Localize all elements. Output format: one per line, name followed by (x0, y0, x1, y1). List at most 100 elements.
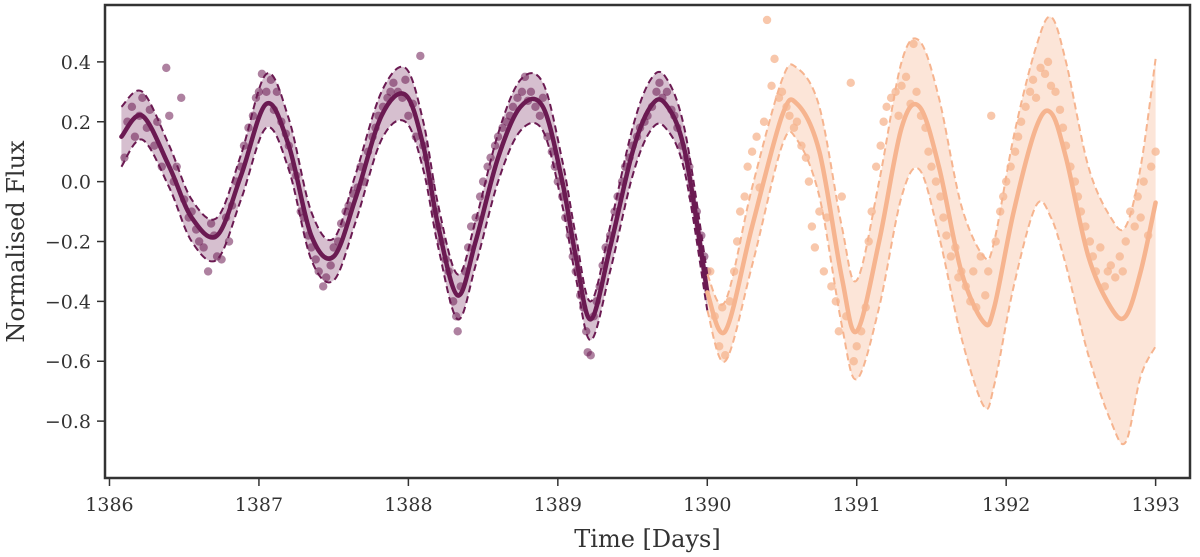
prediction-data-point (894, 111, 903, 120)
prediction-data-point (1013, 132, 1023, 141)
y-tick-label: −0.2 (45, 232, 91, 254)
training-data-point (526, 87, 536, 97)
prediction-data-point (901, 72, 911, 82)
y-tick-label: 0.4 (61, 52, 91, 74)
prediction-data-point (770, 54, 779, 64)
training-data-point (165, 111, 174, 120)
prediction-data-point (1139, 177, 1148, 186)
prediction-data-point (969, 267, 978, 276)
prediction-data-point (936, 192, 945, 201)
training-data-point (401, 75, 410, 85)
prediction-data-point (1085, 237, 1095, 246)
training-lower-bound (120, 119, 709, 342)
prediction-data-point (822, 213, 832, 222)
training-data-point (127, 102, 137, 111)
prediction-data-point (762, 15, 772, 25)
prediction-data-point (1106, 261, 1115, 270)
prediction-data-point (981, 291, 990, 300)
prediction-data-point (879, 117, 888, 126)
prediction-data-point (912, 87, 921, 97)
prediction-data-point (987, 111, 996, 120)
training-data-point (655, 78, 664, 88)
prediction-data-point (1136, 213, 1145, 222)
training-data-point (404, 111, 413, 120)
training-data-point (586, 351, 595, 360)
training-data-point (162, 63, 171, 73)
y-axis-label: Normalised Flux (2, 140, 30, 343)
training-data-point (318, 282, 328, 291)
prediction-data-point (1118, 267, 1127, 276)
prediction-data-point (785, 111, 794, 120)
prediction-data-point (1043, 57, 1053, 67)
prediction-data-point (1040, 69, 1050, 79)
prediction-data-point (1025, 87, 1035, 97)
prediction-data-point (864, 237, 873, 246)
x-tick-label: 1390 (683, 494, 731, 516)
prediction-data-point (924, 147, 933, 156)
uncertainty-bands (121, 16, 1156, 445)
prediction-data-point (1036, 63, 1045, 73)
prediction-data-point (939, 213, 948, 222)
model-curves (119, 15, 1158, 446)
training-data-point (416, 51, 425, 61)
prediction-data-point (927, 162, 936, 171)
prediction-data-point (815, 207, 824, 216)
training-data-point (153, 117, 162, 126)
training-data-point (130, 132, 140, 141)
prediction-data-point (1046, 81, 1056, 91)
prediction-data-point (849, 357, 858, 366)
x-tick-label: 1392 (982, 494, 1030, 516)
prediction-data-point (897, 81, 906, 91)
y-tick-label: 0.0 (61, 172, 91, 194)
prediction-data-point (1121, 237, 1130, 246)
x-tick-label: 1393 (1131, 494, 1179, 516)
prediction-lower-bound (706, 130, 1157, 446)
prediction-data-point (1115, 252, 1124, 261)
prediction-data-point (743, 162, 752, 171)
prediction-data-point (882, 102, 891, 111)
training-data-point (314, 267, 323, 276)
y-tick-label: −0.8 (45, 411, 91, 433)
prediction-data-point (998, 192, 1008, 201)
prediction-data-point (1028, 75, 1038, 85)
y-tick-label: −0.4 (45, 291, 91, 313)
training-data-point (498, 123, 507, 132)
training-data-point (138, 93, 147, 103)
x-axis-label: Time [Days] (574, 525, 720, 553)
y-axis: 0.4 0.2 0.0 −0.2 −0.4 −0.6 −0.8 (45, 52, 105, 433)
prediction-data-point (1051, 87, 1060, 97)
prediction-data-point (1111, 273, 1120, 282)
training-data-point (389, 78, 398, 88)
training-data-point (386, 87, 395, 97)
prediction-data-point (740, 192, 749, 201)
prediction-data-point (804, 177, 814, 186)
prediction-data-point (909, 39, 918, 49)
training-data-point (262, 87, 271, 97)
x-tick-label: 1389 (534, 494, 582, 516)
training-data-point (517, 87, 527, 97)
x-tick-label: 1388 (384, 494, 432, 516)
training-data-point (254, 87, 264, 97)
x-axis: 1386 1387 1388 1389 1390 1391 1392 1393 (85, 478, 1180, 516)
training-data-point (326, 261, 335, 270)
prediction-data-point (837, 192, 846, 201)
training-data-point (486, 153, 495, 162)
prediction-data-point (846, 78, 855, 88)
prediction-data-point (819, 267, 829, 276)
prediction-data-point (942, 231, 951, 240)
training-data-point (177, 93, 186, 103)
training-data-point (321, 273, 331, 282)
training-data-point (311, 255, 320, 264)
prediction-data-point (1016, 117, 1026, 126)
x-tick-label: 1386 (85, 494, 133, 516)
training-data-point (538, 93, 548, 103)
training-data-point (194, 237, 204, 246)
prediction-upper-bound (706, 15, 1157, 306)
prediction-data-point (807, 222, 817, 231)
prediction-data-point (1146, 162, 1156, 171)
prediction-data-point (752, 132, 761, 141)
prediction-data-point (735, 207, 745, 216)
prediction-data-point (1058, 123, 1068, 132)
prediction-band-fill (707, 16, 1156, 445)
